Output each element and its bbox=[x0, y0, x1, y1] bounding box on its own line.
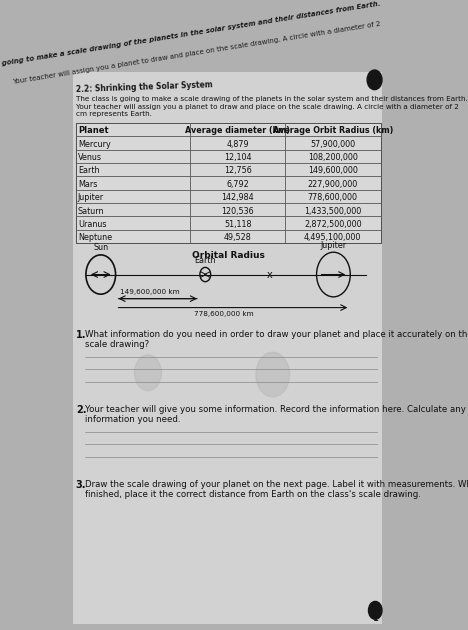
Text: 142,984: 142,984 bbox=[221, 193, 254, 202]
Text: Mars: Mars bbox=[78, 180, 97, 189]
Text: 4,495,100,000: 4,495,100,000 bbox=[304, 234, 361, 243]
Text: Average Orbit Radius (km): Average Orbit Radius (km) bbox=[272, 126, 393, 135]
Text: 12,756: 12,756 bbox=[224, 166, 251, 176]
Text: finished, place it the correct distance from Earth on the class's scale drawing.: finished, place it the correct distance … bbox=[85, 490, 421, 499]
Text: The class is going to make a scale drawing of the planets in the solar system an: The class is going to make a scale drawi… bbox=[0, 1, 380, 74]
Text: x: x bbox=[266, 270, 272, 280]
Text: 1: 1 bbox=[373, 613, 379, 623]
Text: Jupiter: Jupiter bbox=[321, 241, 346, 249]
Text: Your teacher will assign you a planet to draw and place on the scale drawing. A : Your teacher will assign you a planet to… bbox=[76, 105, 459, 110]
Circle shape bbox=[368, 602, 382, 619]
Bar bbox=[76, 123, 380, 243]
Text: Sun: Sun bbox=[93, 243, 108, 252]
Text: 1,433,500,000: 1,433,500,000 bbox=[304, 207, 361, 215]
Text: The class is going to make a scale drawing of the planets in the solar system an: The class is going to make a scale drawi… bbox=[76, 96, 468, 102]
Text: What information do you need in order to draw your planet and place it accuratel: What information do you need in order to… bbox=[85, 330, 468, 339]
Text: Jupiter: Jupiter bbox=[78, 193, 104, 202]
Text: 2.: 2. bbox=[76, 405, 86, 415]
Text: 4,879: 4,879 bbox=[227, 140, 249, 149]
Text: 108,200,000: 108,200,000 bbox=[308, 153, 358, 162]
Text: Planet: Planet bbox=[78, 126, 109, 135]
Text: Your teacher will give you some information. Record the information here. Calcul: Your teacher will give you some informat… bbox=[85, 405, 468, 414]
Text: Average diameter (km): Average diameter (km) bbox=[185, 126, 290, 135]
Circle shape bbox=[256, 352, 290, 397]
Text: cm represents Earth.: cm represents Earth. bbox=[76, 112, 152, 117]
Text: 12,104: 12,104 bbox=[224, 153, 251, 162]
Text: Neptune: Neptune bbox=[78, 234, 112, 243]
FancyBboxPatch shape bbox=[73, 72, 382, 624]
Text: 2,872,500,000: 2,872,500,000 bbox=[304, 220, 362, 229]
Text: 1.: 1. bbox=[76, 330, 86, 340]
Text: Earth: Earth bbox=[195, 256, 216, 265]
Text: 778,600,000 km: 778,600,000 km bbox=[194, 311, 254, 317]
Text: information you need.: information you need. bbox=[85, 415, 181, 424]
Text: 3.: 3. bbox=[76, 480, 86, 490]
Text: Draw the scale drawing of your planet on the next page. Label it with measuremen: Draw the scale drawing of your planet on… bbox=[85, 480, 468, 489]
Circle shape bbox=[134, 355, 161, 391]
Text: 2.2: Shrinking the Solar System: 2.2: Shrinking the Solar System bbox=[76, 81, 213, 94]
Text: 778,600,000: 778,600,000 bbox=[308, 193, 358, 202]
Circle shape bbox=[367, 70, 382, 89]
Text: Uranus: Uranus bbox=[78, 220, 106, 229]
Text: 57,900,000: 57,900,000 bbox=[310, 140, 355, 149]
Text: 149,600,000: 149,600,000 bbox=[308, 166, 358, 176]
Text: 6,792: 6,792 bbox=[226, 180, 249, 189]
Text: Saturn: Saturn bbox=[78, 207, 104, 215]
Text: Earth: Earth bbox=[78, 166, 99, 176]
Text: Your teacher will assign you a planet to draw and place on the scale drawing. A : Your teacher will assign you a planet to… bbox=[12, 21, 380, 85]
Text: 227,900,000: 227,900,000 bbox=[307, 180, 358, 189]
Text: Venus: Venus bbox=[78, 153, 102, 162]
Text: scale drawing?: scale drawing? bbox=[85, 340, 149, 349]
Text: 51,118: 51,118 bbox=[224, 220, 251, 229]
Text: 49,528: 49,528 bbox=[224, 234, 251, 243]
Text: Orbital Radius: Orbital Radius bbox=[192, 251, 264, 260]
Text: 120,536: 120,536 bbox=[221, 207, 254, 215]
Text: 149,600,000 km: 149,600,000 km bbox=[120, 289, 179, 295]
Text: Mercury: Mercury bbox=[78, 140, 110, 149]
